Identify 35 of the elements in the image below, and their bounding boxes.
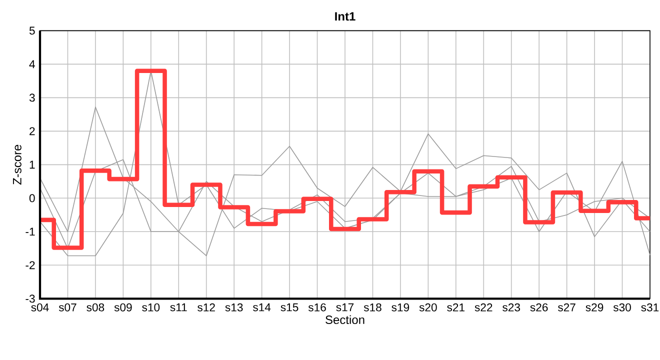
y-tick-label: -2: [26, 261, 35, 270]
x-tick-label: s26: [530, 303, 548, 312]
x-tick-label: s30: [613, 303, 631, 312]
x-tick-label: s29: [586, 303, 604, 312]
x-tick-label: s07: [58, 303, 76, 312]
y-tick-label: 4: [29, 60, 35, 68]
x-tick-label: s21: [447, 303, 464, 312]
x-axis-title: Section: [326, 315, 364, 324]
x-tick-label: s13: [225, 303, 243, 312]
y-axis-title: Z-score: [13, 144, 22, 185]
y-tick-label: 0: [29, 194, 35, 202]
x-tick-label: s08: [86, 303, 104, 312]
x-tick-label: s31: [641, 303, 659, 312]
chart-title: Int1: [335, 12, 356, 21]
x-tick-label: s22: [474, 303, 492, 312]
x-tick-label: s10: [142, 303, 160, 312]
y-tick-label: -1: [26, 228, 35, 236]
x-tick-label: s09: [114, 303, 132, 312]
x-tick-label: s17: [336, 303, 354, 312]
x-tick-label: s19: [392, 303, 410, 312]
x-tick-label: s18: [364, 303, 382, 312]
y-tick-label: 1: [30, 160, 35, 169]
x-tick-label: s15: [280, 303, 298, 312]
x-tick-label: s16: [308, 303, 326, 312]
x-tick-label: s23: [502, 303, 520, 312]
x-tick-label: s11: [170, 303, 187, 312]
y-tick-label: -3: [26, 294, 35, 303]
x-tick-label: s20: [419, 303, 437, 312]
x-tick-label: s04: [31, 303, 49, 312]
x-tick-label: s14: [253, 303, 271, 312]
x-tick-label: s12: [198, 303, 215, 312]
x-tick-label: s27: [558, 303, 576, 312]
y-tick-label: 5: [29, 26, 35, 35]
y-tick-label: 2: [30, 127, 35, 136]
y-tick-label: 3: [29, 94, 35, 102]
